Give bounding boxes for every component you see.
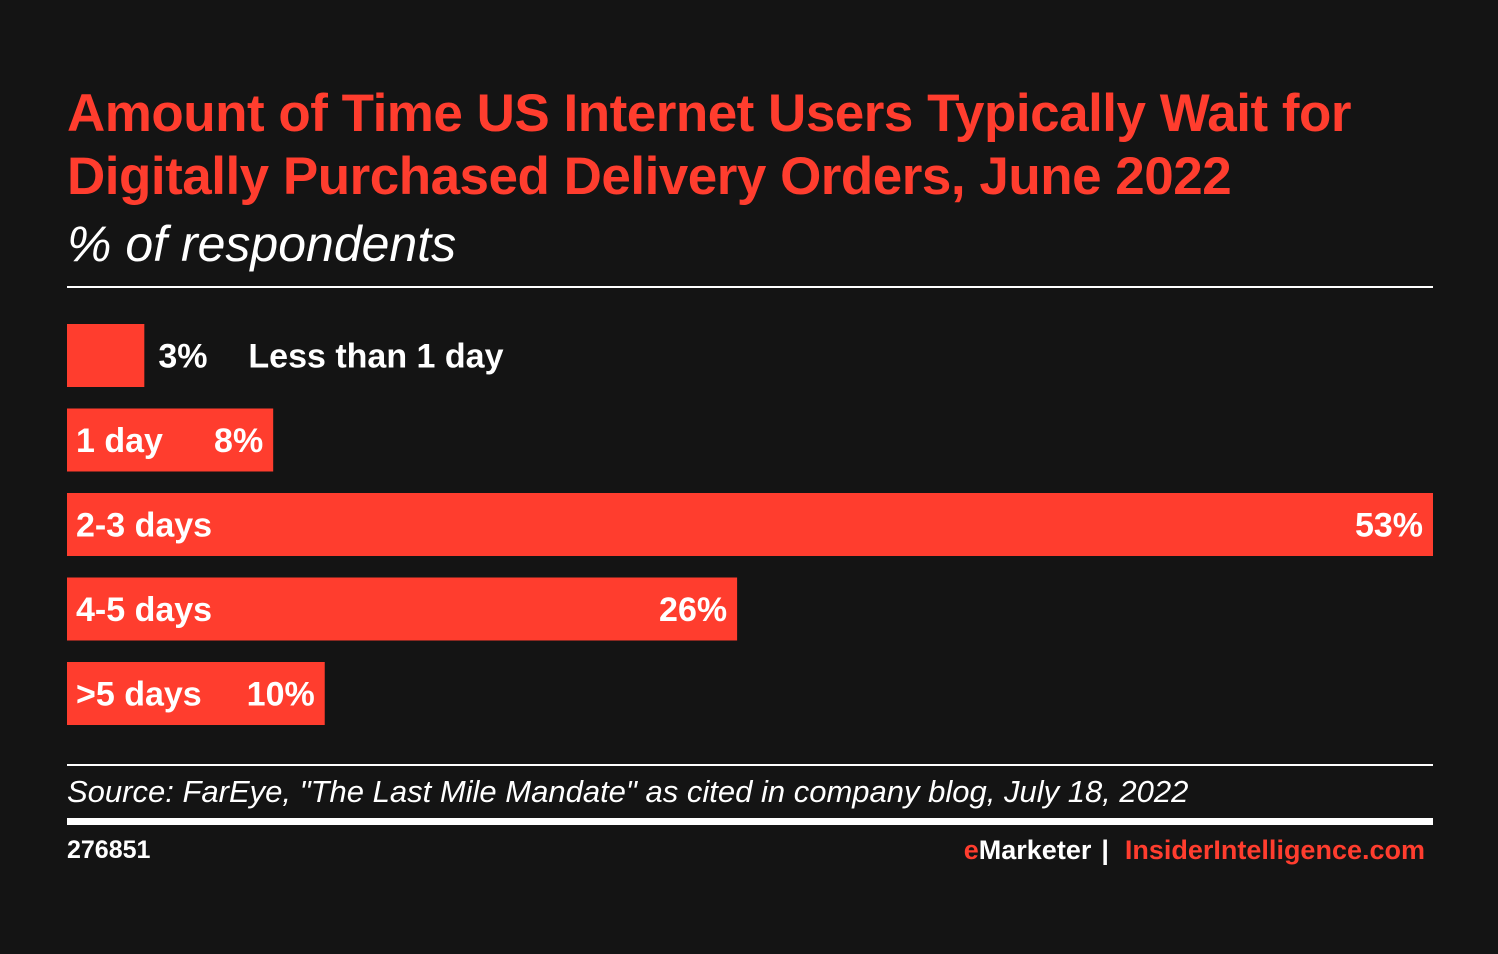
chart-subtitle: % of respondents bbox=[67, 216, 457, 272]
brand-site-link[interactable]: InsiderIntelligence.com bbox=[1124, 835, 1425, 865]
category-label: 4-5 days bbox=[76, 591, 212, 629]
source-note: Source: FarEye, "The Last Mile Mandate" … bbox=[67, 774, 1189, 809]
value-label: 3% bbox=[158, 338, 207, 376]
chart-title: Amount of Time US Internet Users Typical… bbox=[67, 84, 1352, 206]
brand-emarketer: Marketer bbox=[978, 835, 1092, 865]
bar-more-than-5-days bbox=[67, 662, 325, 725]
footer-divider bbox=[67, 818, 1433, 825]
bar-less-than-1-day bbox=[67, 324, 145, 387]
bar-2-3-days bbox=[67, 493, 1433, 556]
value-label: 53% bbox=[1355, 507, 1423, 545]
value-label: 8% bbox=[214, 422, 263, 460]
bar-1-day bbox=[67, 408, 274, 472]
bar-4-5-days bbox=[67, 577, 738, 641]
brand-separator: | bbox=[1101, 835, 1109, 865]
category-label: 1 day bbox=[76, 422, 163, 460]
value-label: 10% bbox=[247, 676, 315, 714]
chart-id: 276851 bbox=[67, 836, 151, 864]
category-label: Less than 1 day bbox=[248, 338, 503, 376]
brand-e: e bbox=[963, 835, 979, 865]
value-label: 26% bbox=[659, 591, 727, 629]
top-divider bbox=[67, 286, 1433, 288]
category-label: >5 days bbox=[76, 676, 202, 714]
category-label: 2-3 days bbox=[76, 507, 212, 545]
brand-footer: eMarketer | InsiderIntelligence.com bbox=[964, 834, 1425, 866]
source-divider bbox=[67, 764, 1433, 766]
